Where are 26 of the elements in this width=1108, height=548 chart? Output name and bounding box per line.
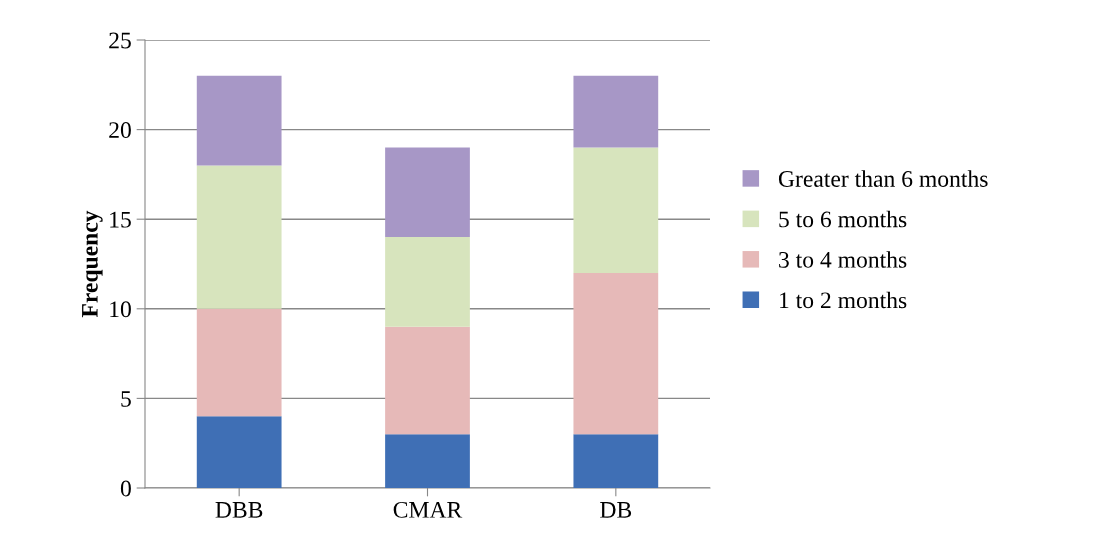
- x-tick-label: DBB: [215, 502, 263, 518]
- legend-label: 5 to 6 months: [779, 210, 907, 228]
- x-tick-label: DB: [600, 502, 632, 518]
- bar: [196, 308, 282, 417]
- y-tick-label: 20: [109, 122, 131, 139]
- y-tick-label: 0: [120, 480, 131, 497]
- bar: [196, 165, 282, 309]
- y-tick-label: 10: [110, 301, 131, 318]
- legend-label: 3 to 4 months: [779, 251, 907, 268]
- bar: [573, 147, 659, 273]
- legend-label: Greater than 6 months: [778, 170, 988, 187]
- bar: [196, 75, 282, 166]
- y-tick-label: 25: [109, 32, 131, 49]
- bar: [385, 326, 470, 435]
- y-axis-title: Frequency: [82, 210, 103, 318]
- x-tick-label: CMAR: [393, 501, 463, 518]
- y-tick-label: 15: [110, 211, 131, 228]
- bar: [385, 434, 470, 488]
- y-tick-label: 5: [121, 391, 131, 407]
- bar: [573, 75, 659, 148]
- bar: [573, 434, 659, 488]
- bar: [196, 416, 282, 488]
- legend-label: 1 to 2 months: [780, 291, 907, 309]
- bar: [385, 147, 470, 238]
- bar: [573, 272, 659, 435]
- bar: [385, 237, 470, 327]
